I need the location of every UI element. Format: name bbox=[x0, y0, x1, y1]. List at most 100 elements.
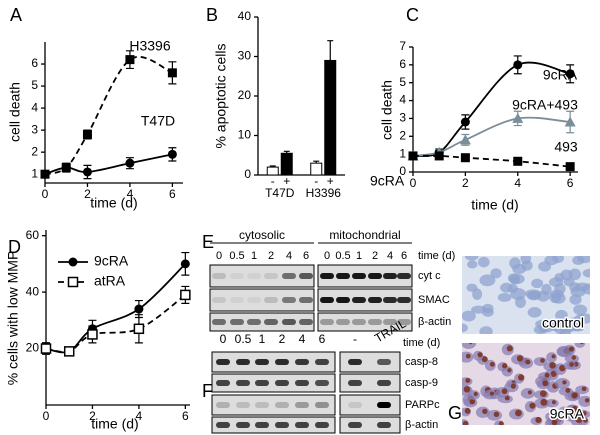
blot-band bbox=[216, 359, 230, 365]
cell bbox=[527, 307, 542, 318]
blot-band bbox=[377, 402, 391, 408]
y-tick-label: 3 bbox=[399, 111, 406, 125]
legend-marker bbox=[67, 276, 79, 288]
legend-label: - bbox=[314, 174, 318, 188]
marker bbox=[82, 130, 92, 140]
series-label: 9cRA bbox=[543, 67, 578, 83]
lane-label: 0.5 bbox=[235, 332, 252, 346]
y-tick-label: 2 bbox=[31, 144, 38, 158]
blot-band bbox=[212, 297, 226, 303]
cell bbox=[509, 257, 521, 269]
series-label: 9cRA+493 bbox=[512, 97, 578, 113]
blot-band bbox=[212, 273, 226, 279]
stain bbox=[489, 361, 495, 367]
stain bbox=[551, 354, 556, 359]
y-tick-label: 0 bbox=[244, 167, 251, 181]
x-tick-label: 0 bbox=[43, 409, 50, 423]
series-label: T47D bbox=[141, 113, 175, 129]
cell bbox=[531, 278, 544, 289]
cell bbox=[569, 294, 582, 305]
group-label: cytosolic bbox=[239, 228, 285, 242]
blot-band bbox=[320, 273, 334, 279]
bar bbox=[310, 162, 323, 176]
x-tick-label: 0 bbox=[410, 176, 417, 190]
marker bbox=[40, 169, 50, 179]
stain bbox=[527, 390, 532, 395]
blot-band bbox=[264, 297, 278, 303]
bar bbox=[280, 152, 293, 176]
marker bbox=[167, 149, 177, 159]
cell bbox=[547, 319, 563, 331]
blot-frame bbox=[211, 416, 336, 434]
blot-band bbox=[368, 319, 382, 325]
stain bbox=[516, 355, 524, 362]
blot-frame bbox=[209, 288, 315, 312]
blot-band bbox=[282, 319, 296, 325]
blot-band bbox=[352, 273, 366, 279]
blot-band bbox=[236, 402, 250, 408]
blot-band bbox=[336, 273, 350, 279]
blot-band bbox=[230, 297, 244, 303]
x-axis-label: time (d) bbox=[471, 197, 518, 213]
row-label: casp-8 bbox=[405, 356, 438, 368]
stain bbox=[535, 416, 542, 424]
stain bbox=[504, 395, 510, 401]
panel-letter: E bbox=[202, 232, 214, 252]
cell bbox=[568, 268, 582, 281]
series-label: H3396 bbox=[129, 38, 170, 54]
blot-frame bbox=[211, 373, 336, 393]
blot-band bbox=[352, 319, 366, 325]
panel-letter: B bbox=[206, 5, 218, 25]
stain bbox=[489, 391, 494, 396]
cell bbox=[482, 303, 494, 314]
lane-label: 4 bbox=[286, 250, 292, 262]
marker bbox=[564, 116, 576, 127]
row-label: β-actin bbox=[418, 316, 451, 328]
y-tick-label: 1 bbox=[399, 146, 406, 160]
stain bbox=[463, 386, 471, 393]
marker bbox=[512, 112, 524, 123]
blot-band bbox=[397, 297, 411, 303]
row-label: β-actin bbox=[405, 419, 438, 431]
blot-band bbox=[383, 319, 397, 325]
cell bbox=[462, 343, 477, 349]
blot-band bbox=[264, 273, 278, 279]
panel-letter: F bbox=[202, 381, 213, 401]
blot-band bbox=[275, 380, 289, 386]
cell bbox=[462, 310, 476, 322]
y-tick-label: 3 bbox=[31, 122, 38, 136]
x-tick-label: 2 bbox=[84, 187, 91, 201]
panel-letter: C bbox=[406, 5, 419, 25]
blot-band bbox=[377, 422, 391, 428]
lane-label: 1 bbox=[259, 332, 266, 346]
stain bbox=[583, 417, 588, 423]
cell bbox=[490, 268, 502, 279]
stain bbox=[481, 356, 488, 363]
stain bbox=[571, 355, 577, 360]
y-tick-label: 7 bbox=[399, 39, 406, 53]
cell bbox=[541, 283, 552, 296]
cell bbox=[478, 256, 490, 268]
stain bbox=[551, 419, 558, 425]
stain bbox=[501, 363, 508, 369]
marker bbox=[87, 329, 98, 340]
y-tick-label: 6 bbox=[399, 57, 406, 71]
stain bbox=[462, 420, 469, 425]
stain bbox=[525, 359, 531, 365]
blot-frame bbox=[339, 416, 401, 434]
blot-frame bbox=[209, 312, 315, 332]
cell bbox=[552, 256, 565, 264]
blot-band bbox=[336, 319, 350, 325]
y-tick-label: 30 bbox=[238, 49, 252, 63]
cell bbox=[467, 260, 478, 269]
marker bbox=[513, 60, 523, 70]
micrograph: 9cRA bbox=[462, 343, 590, 425]
image-label: 9cRA bbox=[550, 406, 585, 422]
blot-band bbox=[230, 273, 244, 279]
blot-band bbox=[377, 359, 391, 365]
y-tick-label: 6 bbox=[31, 56, 38, 70]
cell bbox=[510, 288, 526, 300]
stain bbox=[575, 416, 583, 423]
stain bbox=[493, 411, 500, 418]
marker bbox=[460, 153, 470, 163]
